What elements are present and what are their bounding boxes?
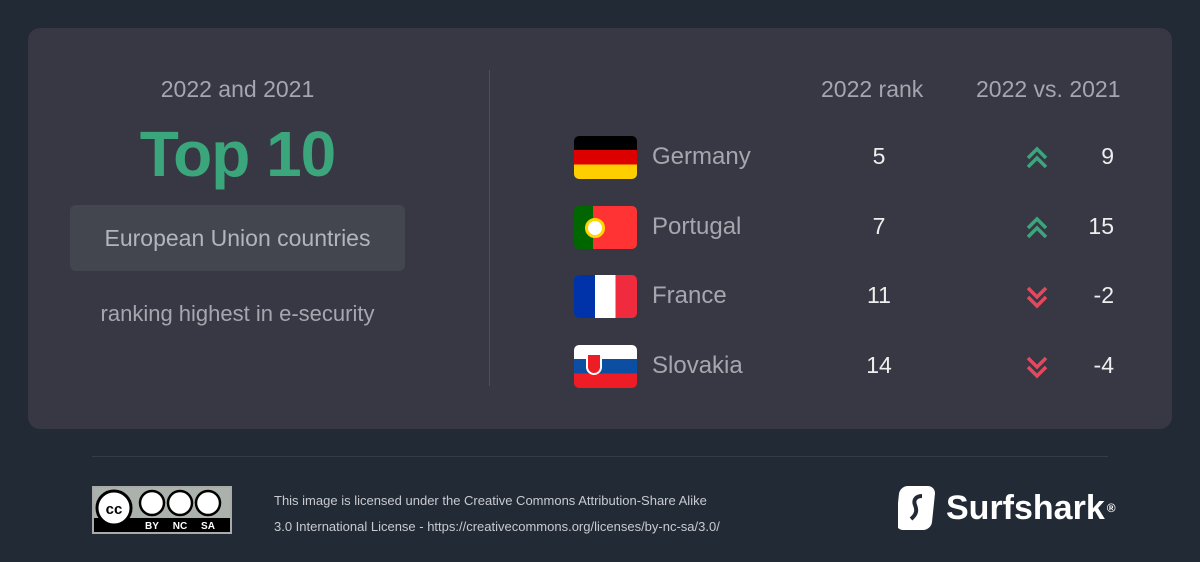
- country-name: France: [652, 282, 727, 309]
- svg-text:SA: SA: [201, 521, 215, 532]
- rank-value: 7: [872, 213, 886, 239]
- header-rank: 2022 rank: [821, 76, 924, 102]
- title: Top 10: [139, 118, 337, 190]
- summary-panel: 2022 and 2021 Top 10 European Union coun…: [70, 28, 405, 327]
- table-row: France 11 -2: [574, 275, 1134, 319]
- license-line-2[interactable]: 3.0 International License - https://crea…: [274, 519, 720, 534]
- svg-text:cc: cc: [106, 501, 123, 518]
- rank-value: 5: [872, 143, 886, 169]
- table-row: Slovakia 14 -4: [574, 345, 1134, 389]
- license-text: This image is licensed under the Creativ…: [274, 488, 720, 540]
- rank-value: 11: [867, 282, 891, 308]
- change-value: -4: [1093, 352, 1114, 378]
- country-name: Slovakia: [652, 352, 743, 379]
- ranking-card: 2022 and 2021 Top 10 European Union coun…: [28, 28, 1172, 429]
- country-name: Portugal: [652, 213, 742, 240]
- double-chevron-up-icon: [1026, 216, 1048, 239]
- subtitle: 2022 and 2021: [160, 76, 315, 102]
- svg-text:NC: NC: [173, 521, 187, 532]
- header-change: 2022 vs. 2021: [976, 76, 1121, 102]
- registered-mark: ®: [1106, 501, 1116, 515]
- country-name: Germany: [652, 143, 751, 170]
- divider: [489, 70, 490, 386]
- france-flag-icon: [574, 275, 637, 318]
- change-value: 15: [1088, 213, 1114, 239]
- svg-text:BY: BY: [145, 521, 159, 532]
- double-chevron-down-icon: [1026, 356, 1048, 379]
- caption: ranking highest in e-security: [100, 301, 375, 326]
- creative-commons-badge-icon: cc BY NC SA: [92, 486, 232, 534]
- brand-name: Surfshark: [946, 488, 1105, 527]
- table-row: Portugal 7 15: [574, 206, 1134, 250]
- double-chevron-down-icon: [1026, 286, 1048, 309]
- region-pill: European Union countries: [70, 205, 405, 271]
- footer-divider: [92, 456, 1108, 457]
- germany-flag-icon: [574, 136, 637, 179]
- surfshark-logo: Surfshark ®: [898, 484, 1116, 532]
- double-chevron-up-icon: [1026, 146, 1048, 169]
- change-value: 9: [1101, 143, 1114, 169]
- table-row: Germany 5 9: [574, 136, 1134, 180]
- slovakia-flag-icon: [574, 345, 637, 388]
- portugal-flag-icon: [574, 206, 637, 249]
- rank-value: 14: [866, 352, 892, 378]
- surfshark-logo-icon: [898, 486, 935, 530]
- change-value: -2: [1093, 282, 1114, 308]
- license-line-1: This image is licensed under the Creativ…: [274, 493, 707, 508]
